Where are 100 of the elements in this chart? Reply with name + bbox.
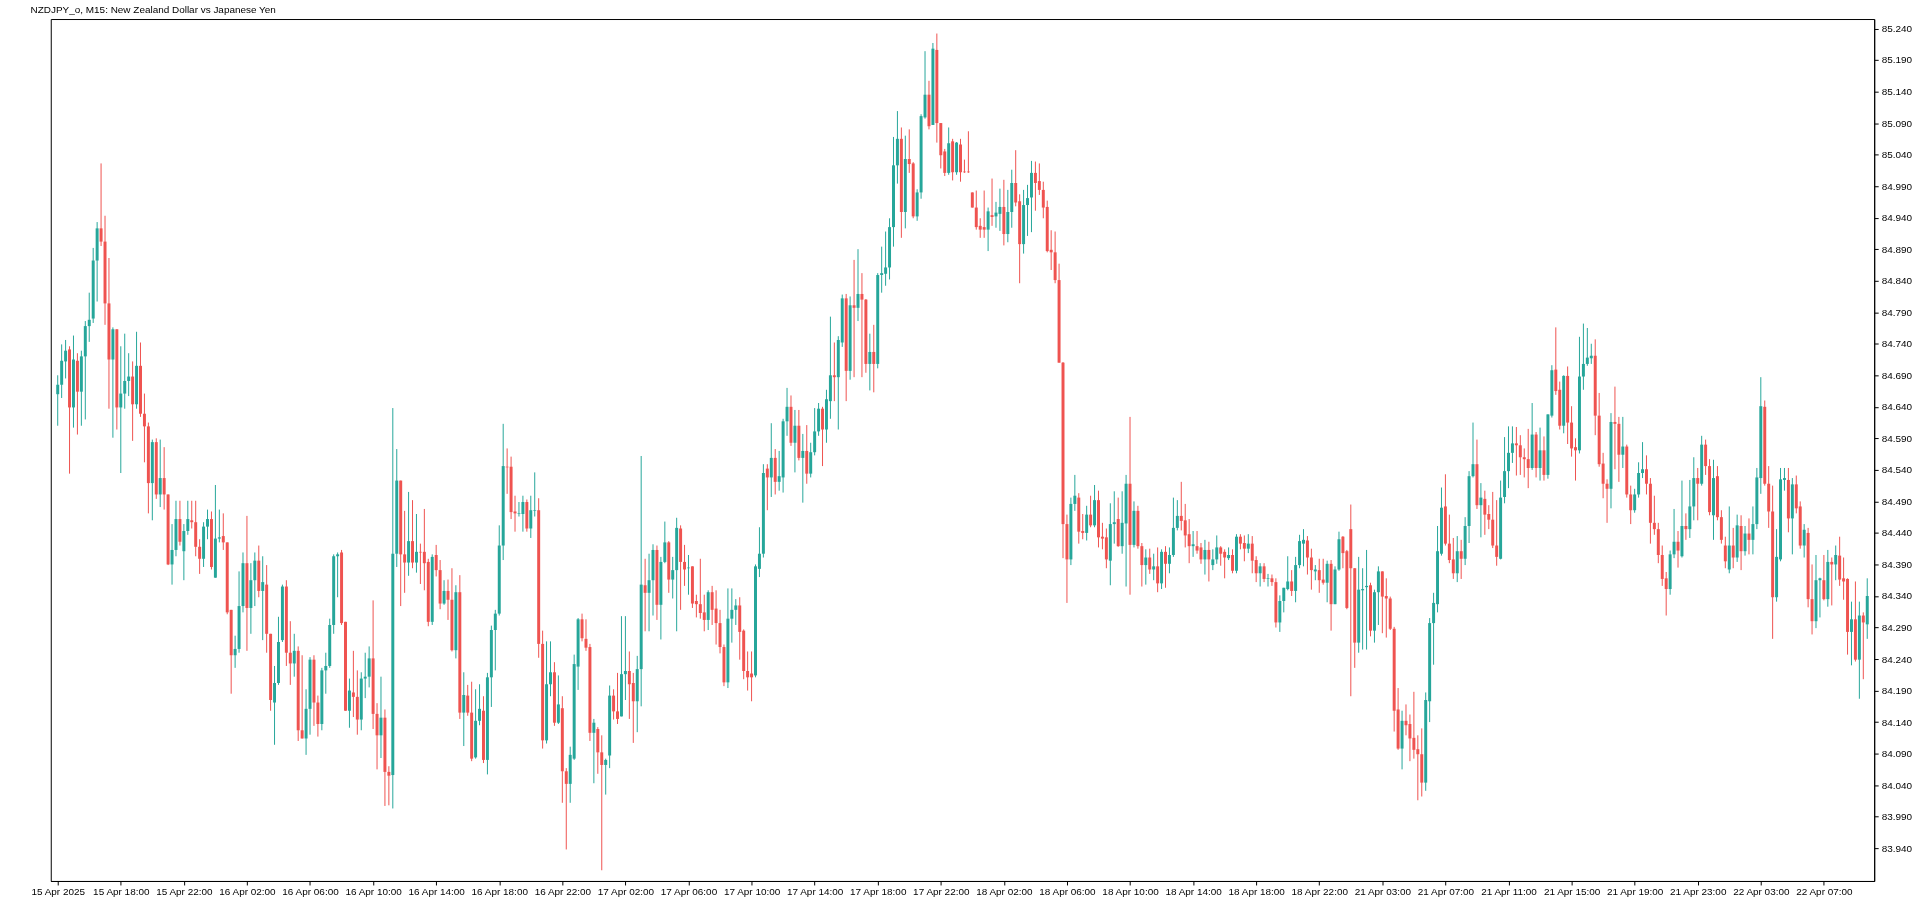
candlestick	[1302, 528, 1305, 567]
candlestick	[1483, 490, 1487, 536]
candlestick	[466, 684, 470, 717]
candlestick	[616, 672, 620, 725]
candlestick	[379, 676, 383, 759]
x-tick-label: 16 Apr 02:00	[219, 886, 277, 898]
candlestick	[801, 433, 805, 504]
candlestick	[324, 652, 328, 695]
candlestick	[769, 422, 773, 498]
x-tick-label: 21 Apr 11:00	[1481, 886, 1538, 898]
candlestick	[1321, 558, 1325, 586]
candlestick	[355, 669, 359, 736]
y-tick-label: 85.240	[1881, 22, 1913, 34]
candlestick	[998, 188, 1002, 232]
candlestick	[1585, 327, 1589, 367]
candlestick	[1633, 488, 1637, 514]
candlestick	[604, 758, 608, 796]
candlestick	[1641, 441, 1645, 479]
candlestick	[1179, 481, 1183, 531]
candlestick	[1822, 554, 1826, 601]
candlestick	[1660, 545, 1664, 587]
y-tick-label: 84.290	[1881, 621, 1913, 633]
candlestick	[1696, 467, 1700, 521]
candlestick	[1164, 545, 1167, 589]
x-tick-label: 21 Apr 03:00	[1354, 886, 1412, 898]
x-tick-label: 22 Apr 03:00	[1733, 886, 1790, 898]
candlestick	[1085, 505, 1089, 541]
chart-title: NZDJPY_o, M15: New Zealand Dollar vs Japanese Yen	[30, 4, 276, 16]
x-tick-label: 16 Apr 14:00	[408, 886, 466, 898]
y-tick-label: 84.690	[1881, 369, 1913, 381]
candlestick	[1455, 535, 1459, 583]
candlestick	[292, 633, 296, 678]
candlestick	[273, 665, 277, 746]
x-tick-label: 18 Apr 06:00	[1039, 886, 1097, 898]
candlestick	[1215, 534, 1219, 565]
candlestick	[347, 678, 351, 729]
y-tick-label: 84.490	[1881, 495, 1913, 507]
candlestick	[1684, 512, 1688, 541]
candlestick	[162, 446, 166, 511]
candlestick	[1723, 536, 1727, 569]
y-tick-label: 84.140	[1881, 716, 1913, 728]
candlestick	[1743, 525, 1747, 557]
candlestick	[1613, 386, 1617, 470]
y-tick-label: 85.140	[1881, 86, 1913, 98]
x-tick-label: 15 Apr 18:00	[93, 886, 150, 898]
x-tick-label: 18 Apr 22:00	[1291, 886, 1349, 898]
x-tick-label: 17 Apr 22:00	[913, 886, 970, 898]
candlestick	[1298, 534, 1302, 569]
x-tick-label: 17 Apr 02:00	[597, 886, 655, 898]
candlestick	[1112, 490, 1116, 545]
y-tick-label: 84.190	[1881, 685, 1913, 697]
candlestick	[1459, 539, 1463, 580]
candlestick	[1223, 548, 1227, 579]
candlestick	[521, 495, 525, 533]
candlestick	[746, 650, 750, 692]
candlestick	[182, 523, 186, 581]
x-tick-label: 17 Apr 10:00	[723, 886, 781, 898]
candlestick	[1518, 434, 1522, 476]
y-tick-label: 84.890	[1881, 243, 1913, 255]
candlestick	[549, 640, 552, 697]
x-tick-label: 17 Apr 18:00	[850, 886, 907, 898]
candlestick	[805, 424, 809, 485]
candlestick	[407, 491, 411, 577]
candlestick	[1246, 533, 1250, 554]
candlestick	[1148, 548, 1152, 575]
candlestick	[462, 671, 466, 747]
candlestick	[872, 324, 876, 393]
candlestick	[612, 688, 616, 721]
candlestick	[1621, 416, 1625, 469]
candlestick	[300, 654, 304, 739]
candlestick	[1652, 495, 1656, 536]
candlestick	[1207, 541, 1211, 582]
x-tick-label: 15 Apr 22:00	[156, 886, 214, 898]
candlestick	[414, 513, 418, 574]
candlestick	[87, 292, 91, 343]
y-tick-label: 84.990	[1881, 180, 1913, 192]
y-tick-label: 84.240	[1881, 653, 1913, 665]
y-tick-label: 84.590	[1881, 432, 1913, 444]
y-tick-label: 85.040	[1881, 149, 1913, 161]
candlestick	[127, 352, 131, 397]
y-tick-label: 84.040	[1881, 779, 1913, 791]
candlestick	[643, 558, 647, 632]
candlestick	[817, 402, 821, 437]
y-tick-label: 84.390	[1881, 558, 1913, 570]
candlestick	[631, 672, 635, 744]
x-tick-label: 21 Apr 19:00	[1606, 886, 1664, 898]
candlestick	[1727, 505, 1731, 574]
candlestick	[1538, 427, 1542, 482]
y-tick-label: 84.790	[1881, 306, 1913, 318]
candlestick	[403, 510, 407, 594]
candlestick	[1006, 189, 1010, 243]
candlestick	[1317, 558, 1321, 594]
candlestick	[1325, 560, 1329, 603]
candlestick	[493, 609, 497, 671]
candlestick	[1104, 528, 1108, 569]
candlestick	[1231, 548, 1235, 574]
candlestick	[1514, 426, 1518, 477]
candlestick	[1719, 509, 1723, 545]
candlestick	[442, 579, 446, 606]
candlestick	[1629, 485, 1633, 525]
